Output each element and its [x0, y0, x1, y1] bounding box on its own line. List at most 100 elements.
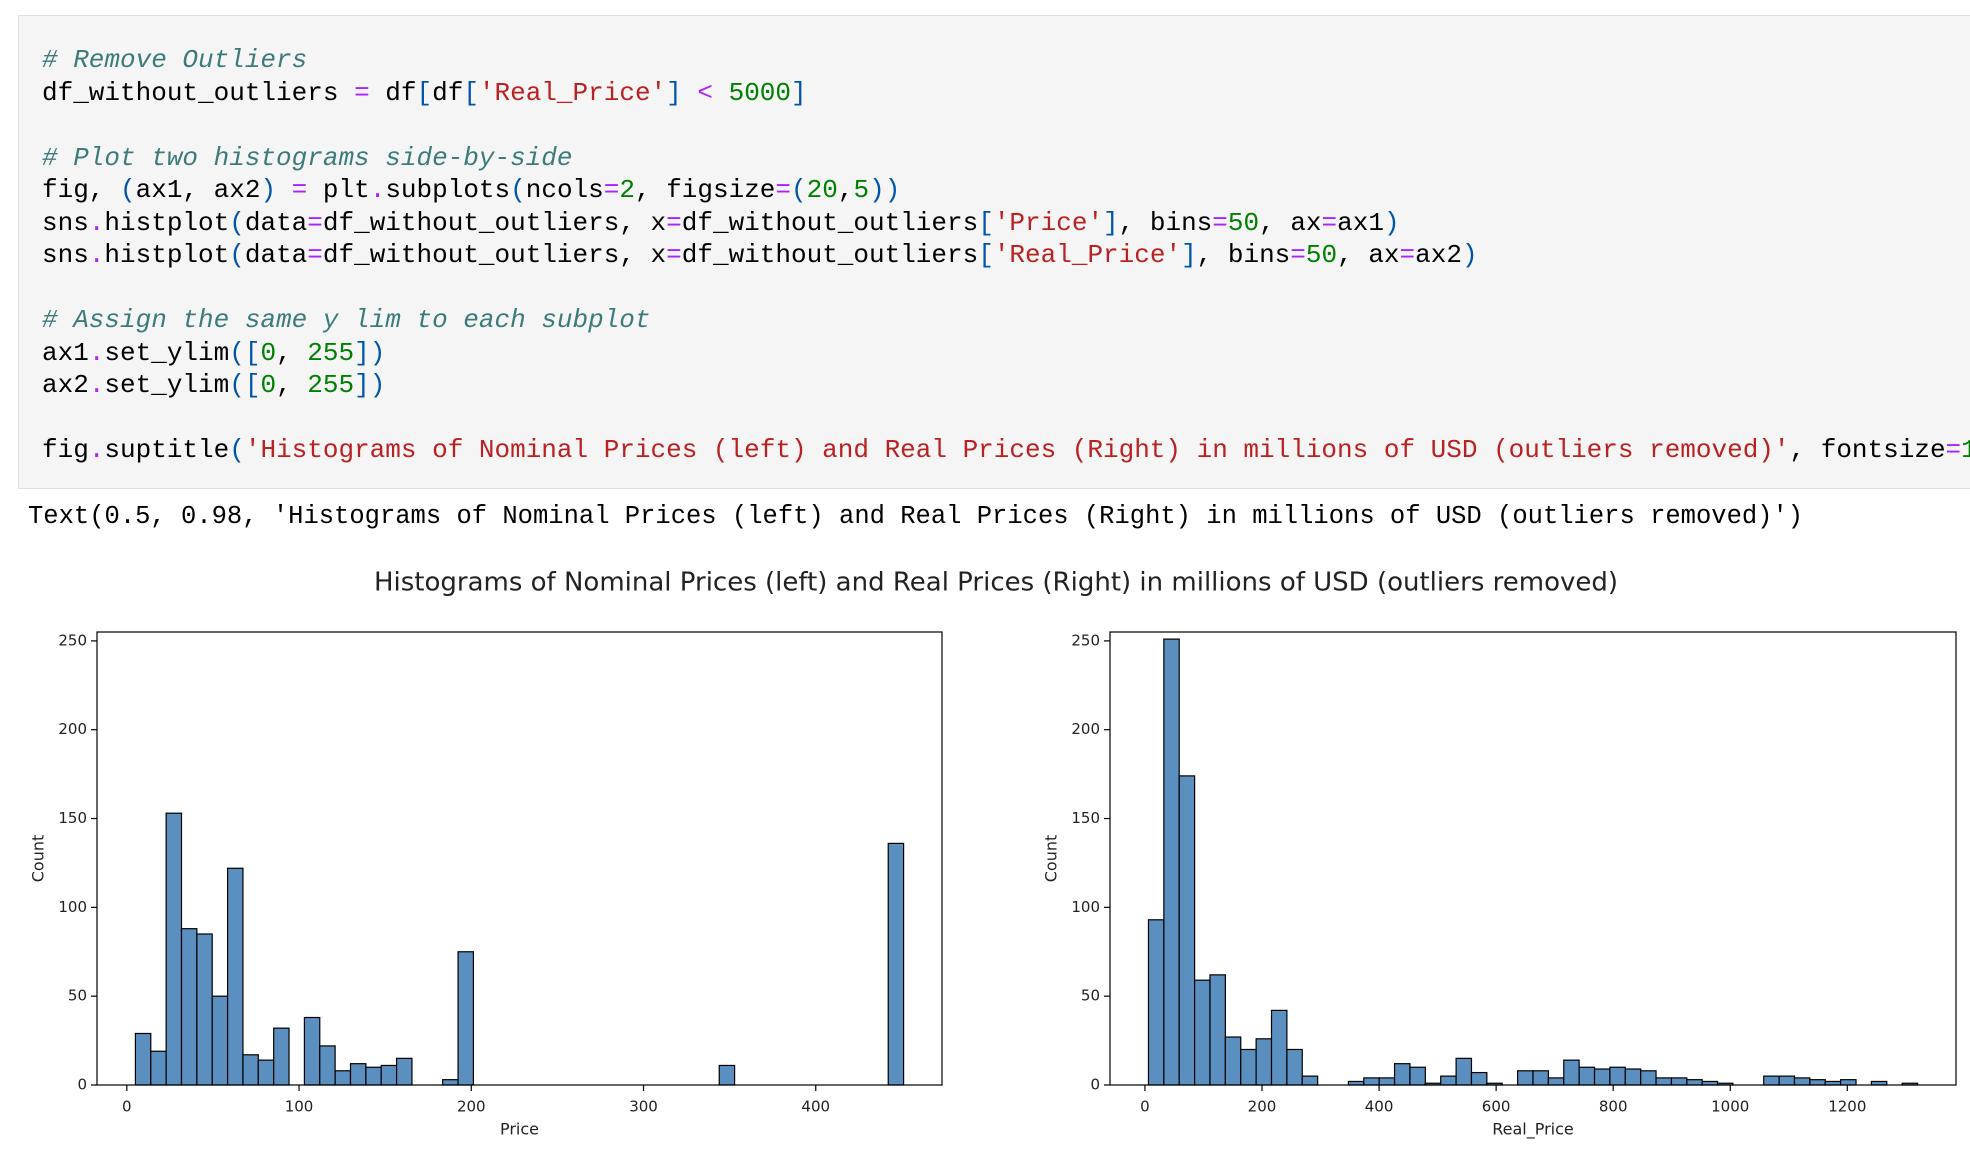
code-block: # Assign the same y lim to each subplot a… — [42, 304, 1970, 402]
axes-frame — [96, 631, 943, 1086]
x-tick-label: 100 — [285, 1098, 314, 1116]
bar — [150, 1050, 167, 1086]
bar — [165, 812, 183, 1086]
x-tick-label: 0 — [122, 1098, 132, 1116]
y-tick-label: 0 — [1090, 1076, 1100, 1094]
x-tick-label: 200 — [1248, 1098, 1277, 1116]
code-block: # Plot two histograms side-by-side fig, (… — [42, 142, 1970, 272]
y-tick-label: 150 — [58, 809, 87, 827]
code-line: fig.suptitle('Histograms of Nominal Pric… — [42, 435, 1970, 465]
bar — [1793, 1077, 1811, 1086]
bar — [226, 867, 244, 1086]
bar — [395, 1057, 413, 1086]
bar — [242, 1054, 259, 1086]
code-line: # Remove Outliers — [42, 45, 308, 75]
bar — [1670, 1077, 1688, 1086]
y-tick-label: 50 — [68, 987, 87, 1005]
y-axis-label: Count — [1042, 835, 1061, 883]
code-line: sns.histplot(data=df_without_outliers, x… — [42, 207, 1400, 238]
bar — [1532, 1070, 1549, 1086]
x-tick-label: 1200 — [1828, 1098, 1866, 1116]
bar — [134, 1032, 152, 1086]
bar — [1609, 1066, 1626, 1086]
x-axis-label: Real_Price — [1492, 1120, 1574, 1140]
axes-frame — [1109, 631, 1957, 1086]
x-tick-label: 400 — [1365, 1098, 1394, 1116]
bar — [1255, 1038, 1273, 1086]
bar — [1440, 1075, 1457, 1086]
bar — [1778, 1075, 1796, 1086]
bar — [211, 995, 229, 1086]
bar — [1624, 1068, 1642, 1086]
x-tick-label: 800 — [1599, 1098, 1628, 1116]
x-tick-label: 600 — [1482, 1098, 1511, 1116]
x-tick-label: 200 — [457, 1098, 486, 1116]
figure-title: Histograms of Nominal Prices (left) and … — [374, 568, 1618, 598]
code-line: # Assign the same y lim to each subplot — [42, 305, 651, 335]
code-line: ax1.set_ylim([0, 255]) — [42, 337, 386, 368]
y-tick-label: 50 — [1081, 987, 1100, 1005]
y-tick-label: 200 — [1071, 720, 1100, 738]
bar — [1193, 979, 1211, 1086]
bar — [1809, 1079, 1826, 1086]
bar — [1763, 1075, 1780, 1086]
bar — [1686, 1079, 1703, 1086]
x-axis-label: Price — [500, 1120, 539, 1139]
y-tick-label: 100 — [1071, 898, 1100, 916]
code-line: sns.histplot(data=df_without_outliers, x… — [42, 240, 1478, 270]
y-tick-label: 0 — [77, 1076, 87, 1094]
x-tick-label: 400 — [801, 1098, 830, 1116]
y-tick-label: 100 — [58, 898, 87, 916]
bar — [1517, 1070, 1534, 1086]
bar — [1209, 974, 1226, 1086]
bar — [1840, 1079, 1857, 1086]
bar — [1455, 1057, 1473, 1086]
bar — [1178, 775, 1196, 1086]
bar — [1578, 1066, 1596, 1086]
y-axis-label: Count — [29, 835, 48, 883]
y-tick-label: 200 — [58, 720, 87, 738]
y-tick-label: 250 — [58, 631, 87, 649]
bar — [1240, 1048, 1257, 1086]
bar — [319, 1045, 336, 1086]
bar — [380, 1064, 398, 1086]
code-block: # Remove Outliers df_without_outliers = d… — [42, 44, 1970, 109]
bar — [1378, 1077, 1396, 1086]
cell-output: Text(0.5, 0.98, 'Histograms of Nominal P… — [28, 502, 1804, 531]
code-cell[interactable]: # Remove Outliers df_without_outliers = d… — [18, 15, 1970, 489]
bar — [442, 1079, 459, 1086]
y-tick-label: 250 — [1071, 631, 1100, 649]
bar — [1147, 919, 1165, 1086]
bar — [1563, 1059, 1580, 1086]
bar — [180, 928, 198, 1086]
bar — [1655, 1077, 1673, 1086]
x-tick-label: 300 — [629, 1098, 658, 1116]
bar — [1270, 1009, 1288, 1086]
bar — [1286, 1048, 1303, 1086]
code-line: fig, (ax1, ax2) = plt.subplots(ncols=2, … — [42, 175, 901, 205]
bar — [1593, 1068, 1611, 1086]
bar — [1547, 1077, 1565, 1086]
code-line: # Plot two histograms side-by-side — [42, 142, 573, 173]
code-line: ax2.set_ylim([0, 255]) — [42, 370, 386, 400]
bar — [1363, 1077, 1380, 1086]
bar — [349, 1063, 367, 1086]
bar — [1301, 1075, 1319, 1086]
bar — [1640, 1070, 1657, 1086]
bar — [1393, 1063, 1411, 1086]
bar — [1163, 638, 1180, 1086]
x-tick-label: 1000 — [1711, 1098, 1749, 1116]
bar — [887, 842, 905, 1086]
bar — [457, 951, 475, 1086]
bar — [365, 1066, 382, 1086]
bar — [1470, 1071, 1488, 1086]
code-block: fig.suptitle('Histograms of Nominal Pric… — [42, 434, 1970, 467]
y-tick-label: 150 — [1071, 809, 1100, 827]
bar — [334, 1070, 352, 1086]
bar — [196, 933, 213, 1086]
bar — [303, 1016, 321, 1086]
bar — [1224, 1036, 1242, 1086]
code-line: df_without_outliers = df[df['Real_Price'… — [42, 77, 807, 108]
bar — [718, 1064, 736, 1086]
